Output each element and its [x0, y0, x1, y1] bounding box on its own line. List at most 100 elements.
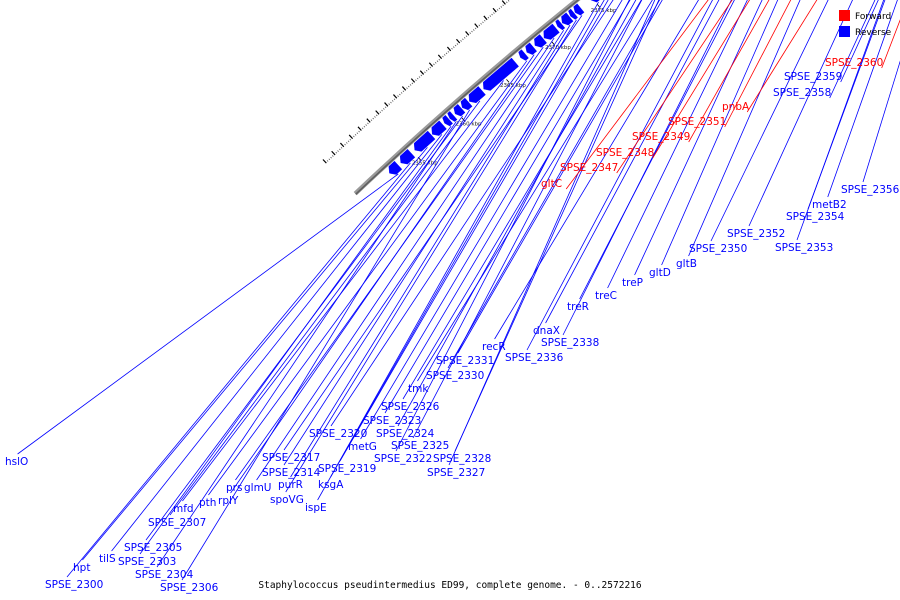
reverse-gene-pth[interactable]: [518, 49, 529, 61]
backbone-arc: [355, 0, 580, 195]
leader-line-pnbA: [746, 0, 818, 113]
scale-minor-tick: [460, 40, 462, 42]
gene-label-SPSE_2323[interactable]: SPSE_2323: [363, 415, 421, 427]
reverse-gene-glmU[interactable]: [543, 23, 560, 40]
leader-line-SPSE_2300: [66, 162, 411, 578]
gene-label-SPSE_2307[interactable]: SPSE_2307: [148, 517, 206, 529]
gene-label-mfd[interactable]: mfd: [173, 503, 194, 515]
reverse-gene-SPSE_2317[interactable]: [573, 3, 585, 16]
leader-line-SPSE_2305: [145, 115, 463, 541]
scale-minor-tick: [498, 7, 501, 10]
reverse-gene-SPSE_2300[interactable]: [399, 148, 416, 165]
gene-label-SPSE_2336[interactable]: SPSE_2336: [505, 352, 564, 364]
gene-label-SPSE_2352[interactable]: SPSE_2352: [727, 228, 785, 240]
leader-line-tilS: [111, 134, 443, 552]
gene-label-SPSE_2300[interactable]: SPSE_2300: [45, 579, 103, 591]
gene-label-metB2[interactable]: metB2: [812, 199, 847, 211]
reverse-gene-hpt[interactable]: [413, 130, 436, 152]
scale-minor-tick: [347, 140, 350, 143]
leader-line-treP: [634, 0, 763, 276]
gene-label-dnaX[interactable]: dnaX: [533, 325, 560, 337]
scale-minor-tick: [363, 125, 366, 128]
gene-label-pth[interactable]: pth: [199, 497, 216, 509]
gene-label-SPSE_2325[interactable]: SPSE_2325: [391, 440, 449, 452]
scale-minor-tick: [406, 87, 408, 89]
kbp-tick-label: 2365 kbp: [500, 83, 526, 89]
gene-label-SPSE_2327[interactable]: SPSE_2327: [427, 467, 485, 479]
scale-minor-tick: [358, 130, 360, 133]
gene-label-recR[interactable]: recR: [482, 341, 506, 353]
gene-label-SPSE_2356[interactable]: SPSE_2356: [841, 184, 900, 196]
reverse-gene-SPSE_2306[interactable]: [460, 97, 473, 111]
reverse-gene-SPSE_2305[interactable]: [453, 104, 466, 117]
gene-label-metG[interactable]: metG: [348, 441, 377, 453]
reverse-gene-SPSE_2303[interactable]: [442, 114, 453, 127]
scale-minor-tick: [489, 15, 492, 17]
gene-label-hpt[interactable]: hpt: [73, 562, 90, 574]
gene-label-SPSE_2324[interactable]: SPSE_2324: [376, 428, 435, 440]
gene-label-SPSE_2306[interactable]: SPSE_2306: [160, 582, 219, 594]
reverse-gene-SPSE_2304[interactable]: [447, 111, 458, 122]
gene-label-ksgA[interactable]: ksgA: [318, 479, 344, 491]
scale-minor-tick: [384, 106, 387, 109]
gene-label-SPSE_2353[interactable]: SPSE_2353: [775, 242, 833, 254]
scale-minor-tick: [361, 127, 364, 130]
reverse-gene-tilS[interactable]: [431, 120, 447, 136]
gene-label-SPSE_2328[interactable]: SPSE_2328: [433, 453, 491, 465]
reverse-gene-ispE[interactable]: [590, 0, 602, 3]
gene-label-SPSE_2319[interactable]: SPSE_2319: [318, 463, 376, 475]
reverse-gene-purR[interactable]: [561, 12, 574, 26]
gene-label-tilS[interactable]: tilS: [99, 553, 116, 565]
gene-label-SPSE_2320[interactable]: SPSE_2320: [309, 428, 367, 440]
gene-label-pnbA[interactable]: pnbA: [722, 101, 750, 113]
scale-major-tick: [483, 15, 488, 21]
gene-label-SPSE_2354[interactable]: SPSE_2354: [786, 211, 845, 223]
gene-label-SPSE_2360[interactable]: SPSE_2360: [825, 57, 883, 69]
gene-label-hslO[interactable]: hslO: [5, 456, 28, 468]
reverse-gene-hslO[interactable]: [388, 160, 403, 175]
gene-label-gltB[interactable]: gltB: [676, 258, 697, 270]
scale-minor-tick: [383, 108, 385, 110]
reverse-gene-SPSE_2314[interactable]: [555, 19, 566, 31]
gene-label-glmU[interactable]: glmU: [244, 482, 272, 494]
gene-label-SPSE_2317[interactable]: SPSE_2317: [262, 452, 320, 464]
scale-minor-tick: [496, 9, 499, 11]
gene-label-gltD[interactable]: gltD: [649, 267, 671, 279]
gene-label-SPSE_2347[interactable]: SPSE_2347: [560, 162, 618, 174]
reverse-gene-prs[interactable]: [534, 34, 547, 48]
gene-label-gltC[interactable]: gltC: [541, 178, 562, 190]
gene-label-SPSE_2348[interactable]: SPSE_2348: [596, 147, 654, 159]
leader-line-SPSE_2358: [829, 0, 876, 99]
gene-label-SPSE_2358[interactable]: SPSE_2358: [773, 87, 831, 99]
scale-minor-tick: [354, 133, 357, 136]
scale-minor-tick: [416, 77, 419, 80]
leader-line-gltD: [661, 0, 779, 266]
gene-label-SPSE_2330[interactable]: SPSE_2330: [426, 370, 484, 382]
gene-label-SPSE_2326[interactable]: SPSE_2326: [381, 401, 440, 413]
gene-label-SPSE_2305[interactable]: SPSE_2305: [124, 542, 182, 554]
gene-label-SPSE_2349[interactable]: SPSE_2349: [632, 131, 690, 143]
gene-label-treP[interactable]: treP: [622, 277, 643, 289]
gene-label-SPSE_2351[interactable]: SPSE_2351: [668, 116, 726, 128]
gene-label-SPSE_2359[interactable]: SPSE_2359: [784, 71, 842, 83]
gene-label-SPSE_2331[interactable]: SPSE_2331: [436, 355, 494, 367]
gene-label-SPSE_2303[interactable]: SPSE_2303: [118, 556, 176, 568]
reverse-gene-rplY[interactable]: [525, 42, 537, 55]
reverse-gene-SPSE_2307[interactable]: [468, 86, 486, 104]
reverse-gene-spoVG[interactable]: [568, 8, 578, 20]
gene-label-treC[interactable]: treC: [595, 290, 617, 302]
gene-label-treR[interactable]: treR: [567, 301, 589, 313]
gene-label-tmk[interactable]: tmk: [408, 383, 429, 395]
leader-line-metG: [360, 0, 623, 440]
gene-label-SPSE_2304[interactable]: SPSE_2304: [135, 569, 194, 581]
gene-label-rplY[interactable]: rplY: [218, 495, 239, 507]
gene-label-SPSE_2314[interactable]: SPSE_2314: [262, 467, 321, 479]
gene-label-ispE[interactable]: ispE: [305, 502, 327, 514]
scale-minor-tick: [487, 16, 490, 19]
gene-label-prs[interactable]: prs: [226, 482, 242, 494]
gene-label-SPSE_2322[interactable]: SPSE_2322: [374, 453, 432, 465]
reverse-gene-mfd[interactable]: [483, 57, 519, 91]
gene-label-SPSE_2350[interactable]: SPSE_2350: [689, 243, 747, 255]
gene-label-spoVG[interactable]: spoVG: [270, 494, 304, 506]
gene-label-SPSE_2338[interactable]: SPSE_2338: [541, 337, 599, 349]
